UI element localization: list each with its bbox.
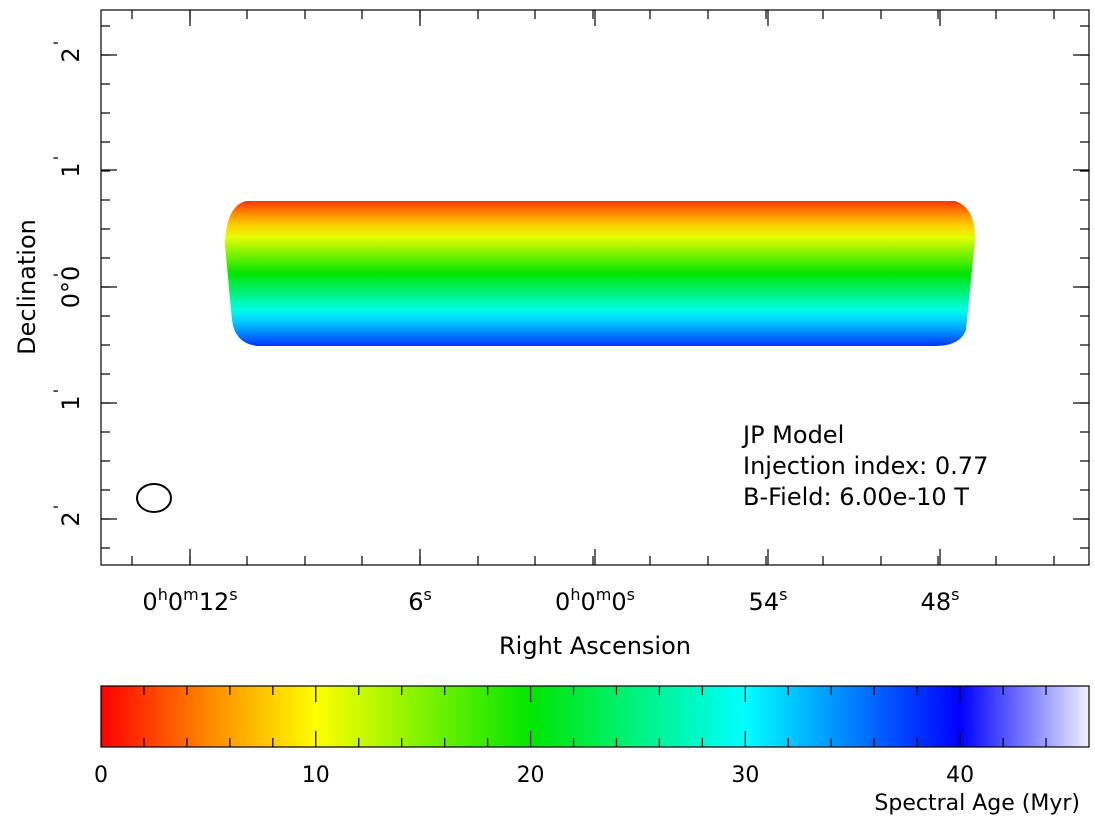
x-tick-label: 48s — [921, 585, 960, 616]
y-tick-prime: ' — [50, 273, 69, 277]
y-tick-label: 2' — [50, 41, 85, 63]
x-tick-label: 0h0m12s — [142, 585, 237, 616]
colorbar-ticks — [143, 686, 1047, 747]
y-tick-prime: ' — [50, 156, 69, 160]
beam-ellipse — [136, 483, 172, 513]
y-tick-label: 2' — [50, 505, 85, 527]
y-tick-label-text: 1 — [57, 395, 85, 410]
x-tick-label: 54s — [749, 585, 788, 616]
x-tick-labels: 0h0m12s 6s 0h0m0s 54s 48s — [142, 585, 959, 616]
y-tick-prime: ' — [50, 41, 69, 45]
y-tick-label-text: 1 — [57, 162, 85, 177]
source-region — [225, 201, 976, 346]
frame-ticks — [101, 10, 1089, 565]
y-tick-label: 0°0' — [50, 266, 85, 309]
y-tick-label-text: 2 — [57, 47, 85, 62]
annotation-model: JP Model — [741, 421, 844, 449]
colorbar-tick-label: 30 — [731, 763, 759, 788]
x-tick-label: 0h0m0s — [555, 585, 635, 616]
y-tick-label-text: 2 — [57, 511, 85, 526]
colorbar-tick-label: 40 — [946, 763, 974, 788]
y-tick-label: 1' — [50, 156, 85, 178]
colorbar — [101, 686, 1089, 747]
x-tick-label: 6s — [408, 585, 432, 616]
y-tick-label-text: 0°0 — [57, 266, 85, 309]
colorbar-tick-label: 0 — [94, 763, 108, 788]
y-tick-label: 1' — [50, 389, 85, 411]
annotation-injection-index: Injection index: 0.77 — [743, 452, 988, 480]
y-axis-title: Declination — [13, 219, 41, 355]
y-tick-prime: ' — [50, 505, 69, 509]
colorbar-tick-label: 20 — [517, 763, 545, 788]
colorbar-tick-labels: 0 10 20 30 40 — [94, 763, 974, 788]
annotation-b-field: B-Field: 6.00e-10 T — [743, 483, 969, 511]
colorbar-frame — [100, 685, 1090, 748]
x-axis-title: Right Ascension — [499, 632, 691, 660]
colorbar-tick-label: 10 — [302, 763, 330, 788]
y-tick-prime: ' — [50, 389, 69, 393]
colorbar-title: Spectral Age (Myr) — [874, 791, 1080, 816]
y-tick-labels: 2'1'0°0'1'2' — [50, 41, 85, 527]
